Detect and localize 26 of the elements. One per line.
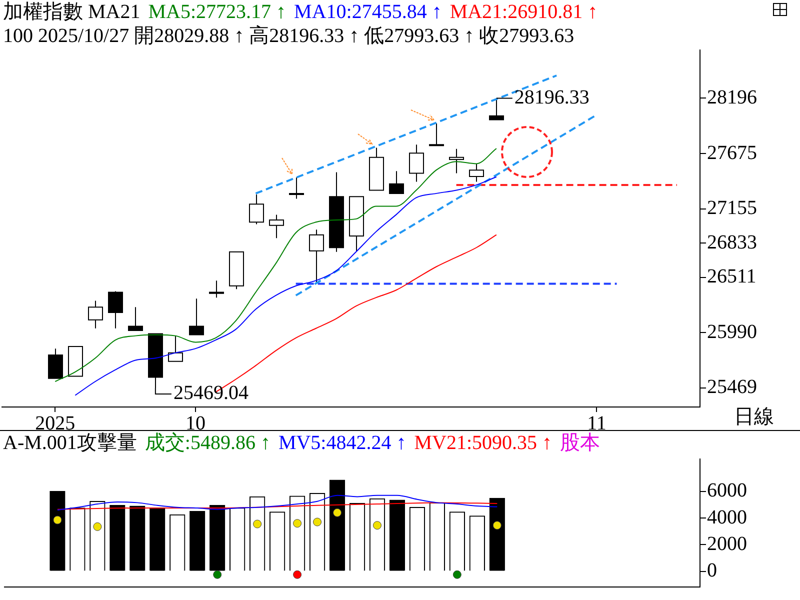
text: 日線: [734, 406, 774, 428]
y-tick-label: 4000: [707, 506, 747, 528]
text: 成交:5489.86 ↑: [144, 432, 270, 454]
y-tick-label: 0: [707, 560, 717, 582]
chart-title: 加權指數 MA21: [3, 1, 140, 23]
y-tick-label: 28196: [707, 86, 757, 108]
y-tick-label: 27155: [707, 197, 757, 220]
x-tick-label: 2025: [35, 412, 76, 434]
y-tick-label: 26511: [707, 266, 756, 288]
text: MV5:4842.24 ↑: [278, 432, 406, 454]
text: 股本: [560, 432, 600, 454]
y-tick-label: 2000: [707, 532, 747, 555]
y-tick-label: 25469: [707, 376, 757, 398]
annotation: 25469.04: [173, 382, 248, 404]
chart-subtitle: 100 2025/10/27 開28029.88 ↑ 高28196.33 ↑ 低27993.63 ↑ 收27993.63: [3, 24, 576, 48]
text: MV21:5090.35 ↑: [414, 432, 552, 454]
text: MA21:26910.81 ↑: [450, 1, 598, 23]
x-tick-label: 10: [186, 412, 206, 434]
text: MA5:27723.17 ↑: [148, 1, 286, 23]
chart-title: A-M.001攻擊量: [3, 432, 137, 454]
text: MA10:27455.84 ↑: [294, 1, 442, 23]
y-tick-label: 26833: [707, 231, 757, 254]
y-tick-label: 6000: [707, 480, 747, 502]
y-tick-label: 27675: [707, 142, 757, 164]
y-tick-label: 25990: [707, 320, 757, 343]
annotation: 28196.33: [514, 86, 590, 108]
